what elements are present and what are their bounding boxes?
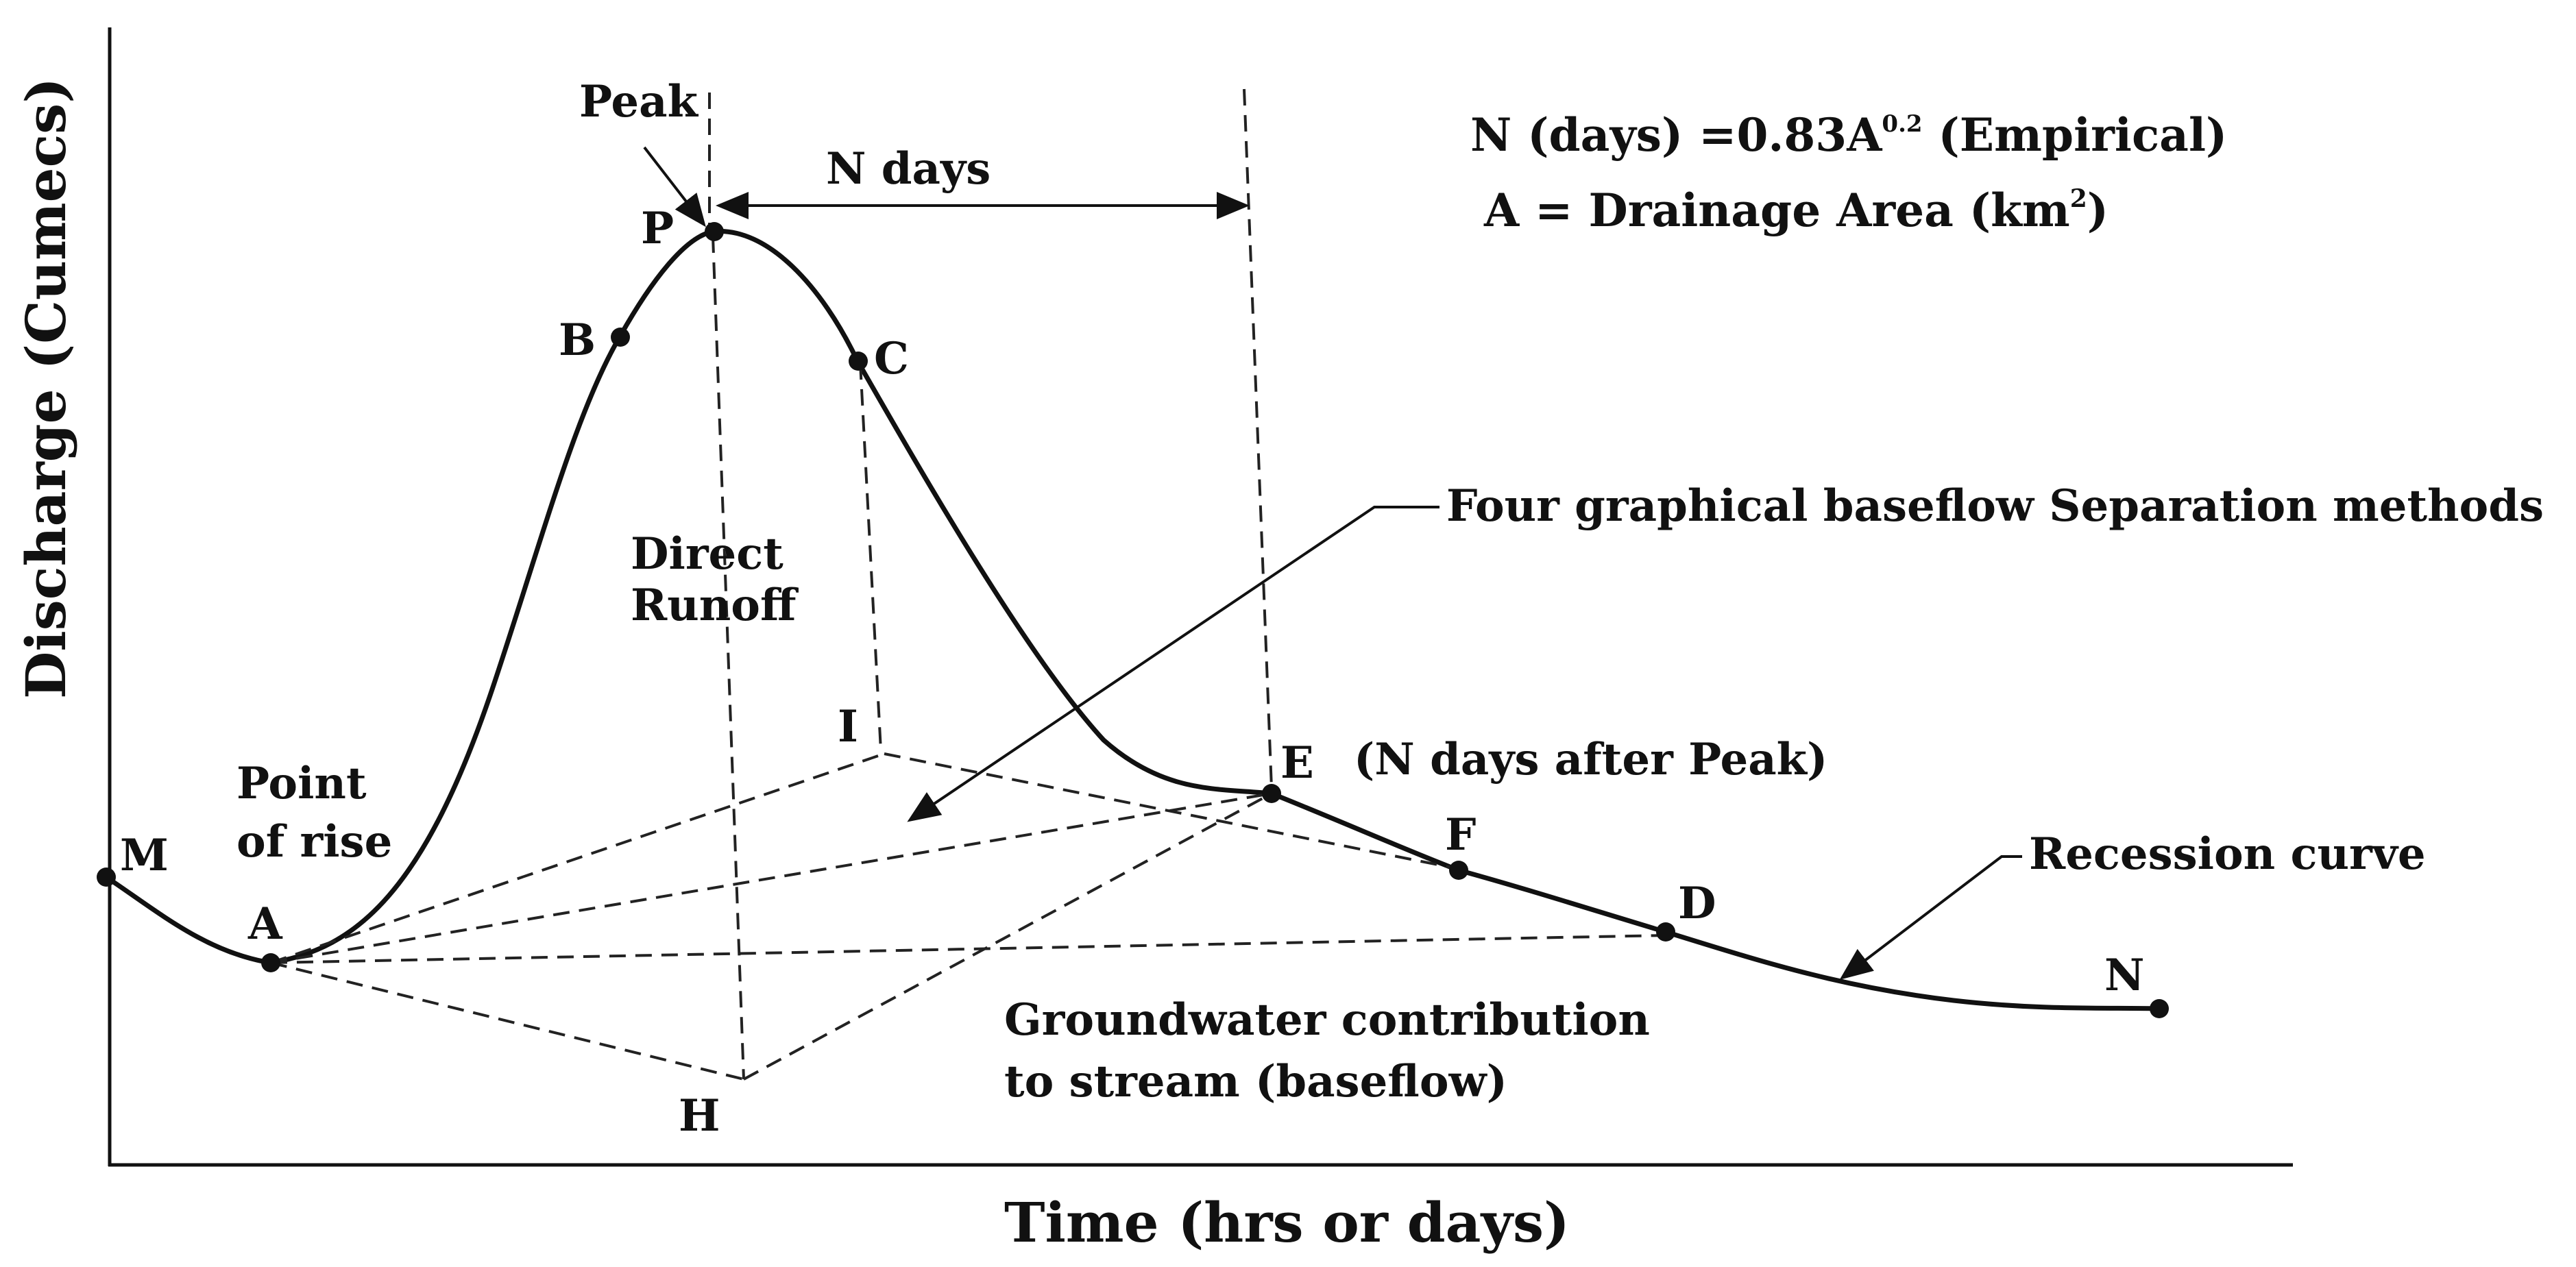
label-p: P: [641, 203, 674, 254]
four-methods-label: Four graphical baseflow Separation metho…: [1446, 480, 2544, 532]
peak-to-h-line: [712, 236, 745, 1080]
peak-label: Peak: [579, 76, 699, 127]
n-days-vertical-line: [1243, 88, 1273, 789]
baseflow-a-to-i: [270, 752, 885, 964]
label-b: B: [559, 315, 596, 366]
label-e: E: [1280, 737, 1314, 789]
point-c: [849, 352, 868, 371]
point-n: [2150, 999, 2169, 1018]
peak-pointer-arrow: [643, 146, 706, 227]
direct-runoff-label-1: Direct: [631, 528, 783, 580]
n-days-label: N days: [826, 143, 991, 195]
baseflow-h-to-e: [743, 792, 1272, 1081]
baseflow-a-to-e: [270, 792, 1272, 964]
c-to-i-line: [859, 362, 882, 751]
point-of-rise-label-2: of rise: [236, 816, 392, 868]
baseflow-a-to-h: [270, 961, 744, 1081]
recession-curve-label: Recession curve: [2029, 828, 2426, 880]
groundwater-label-2: to stream (baseflow): [1004, 1056, 1507, 1107]
point-p: [705, 222, 724, 241]
point-d: [1656, 922, 1675, 942]
point-a: [261, 953, 280, 972]
e-note-label: (N days after Peak): [1354, 734, 1827, 785]
y-axis-title: Discharge (Cumecs): [14, 77, 78, 699]
four-methods-arrow: [907, 506, 1439, 822]
baseflow-i-to-f: [884, 752, 1459, 870]
label-h: H: [679, 1090, 720, 1142]
label-n: N: [2104, 950, 2145, 1001]
point-b: [611, 328, 630, 347]
x-axis-title: Time (hrs or days): [1004, 1190, 1570, 1255]
point-f: [1449, 861, 1468, 880]
hydrograph-curve: [105, 229, 2160, 1011]
direct-runoff-label-2: Runoff: [631, 580, 799, 631]
label-a: A: [247, 898, 283, 950]
point-m: [97, 868, 116, 887]
recession-curve-arrow: [1839, 855, 2022, 980]
label-f: F: [1445, 809, 1476, 861]
point-of-rise-label-1: Point: [236, 758, 367, 809]
label-i: I: [838, 701, 858, 752]
formula-line-2: A = Drainage Area (km2): [1483, 184, 2109, 237]
label-c: C: [874, 333, 909, 384]
baseflow-a-to-d: [270, 934, 1666, 964]
formula-line-1: N (days) =0.83A0.2 (Empirical): [1470, 108, 2227, 162]
groundwater-label-1: Groundwater contribution: [1004, 994, 1650, 1046]
point-e: [1262, 784, 1281, 803]
label-d: D: [1678, 878, 1716, 929]
label-m: M: [120, 830, 169, 881]
